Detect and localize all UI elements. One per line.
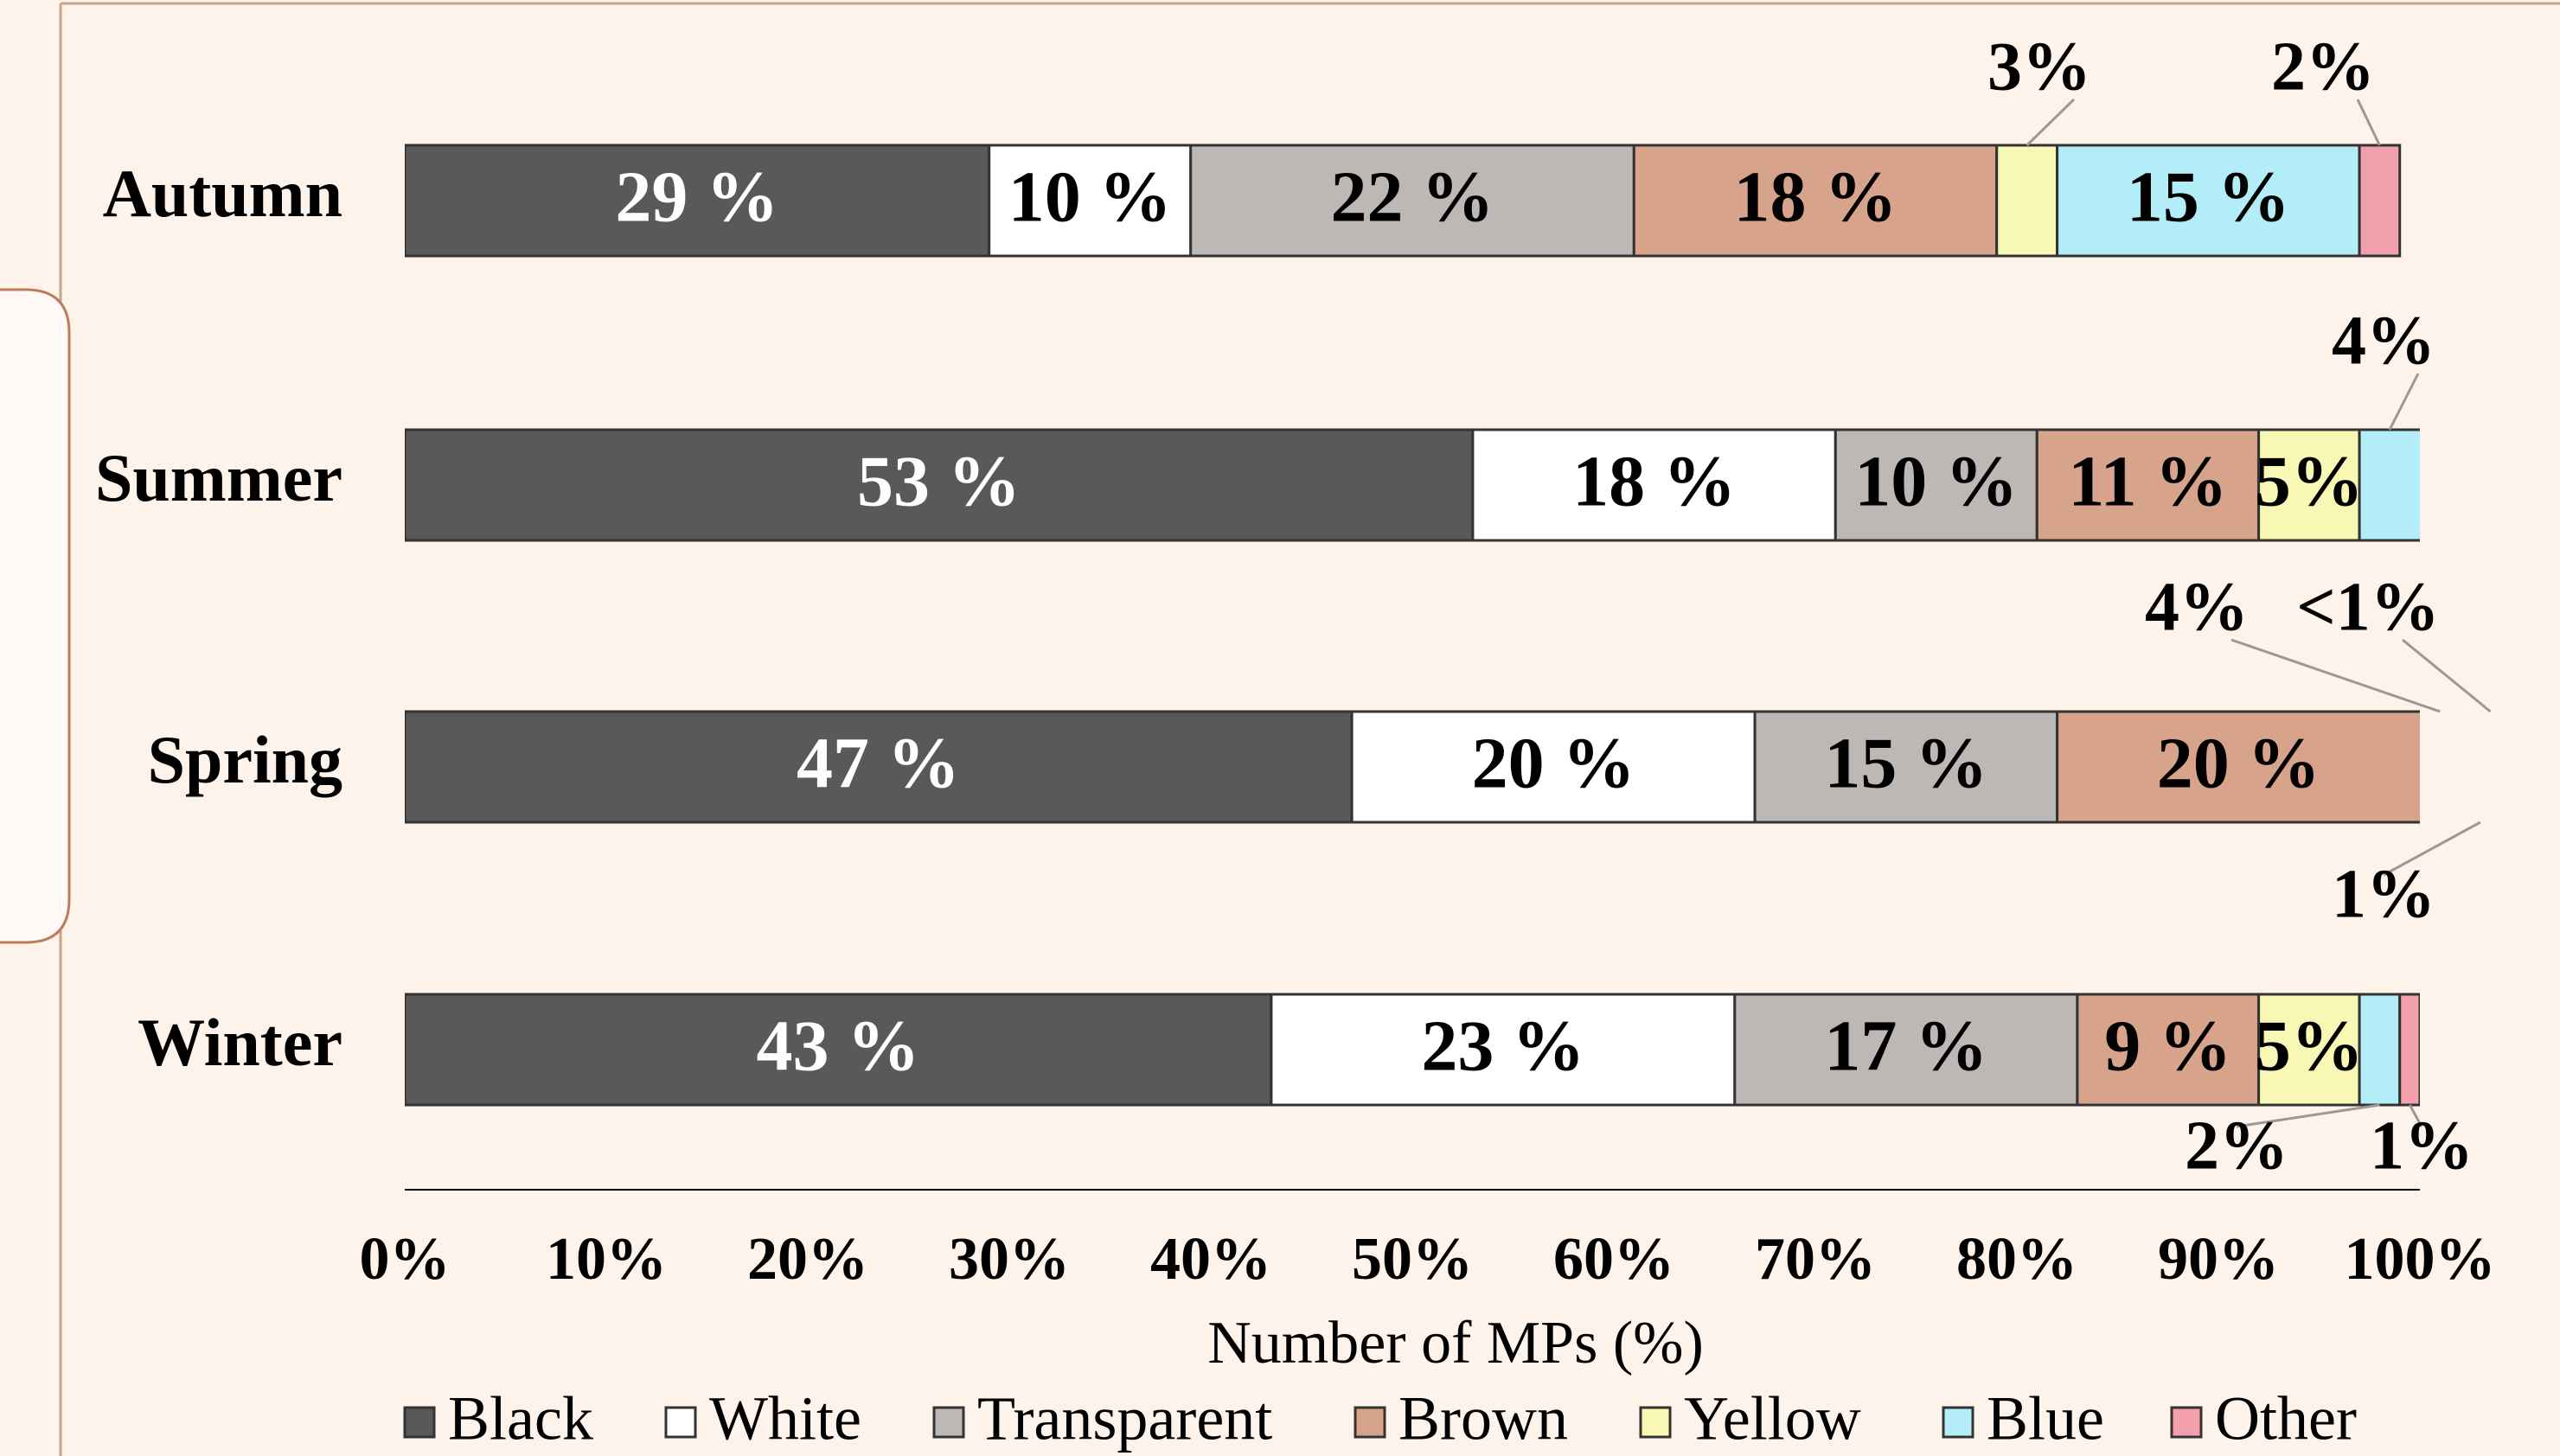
data-label: 17 % [1824, 1006, 1987, 1086]
bar-segment [1753, 710, 2059, 824]
data-label: 9 % [2104, 1006, 2231, 1086]
legend-swatch [1942, 1406, 1974, 1439]
category-label: Winter [138, 1005, 342, 1080]
leader-line [2383, 821, 2481, 877]
bars [405, 144, 2420, 1107]
x-tick-label: 80% [1956, 1226, 2077, 1293]
data-label: 1% [2370, 1108, 2474, 1184]
bar-segment [2056, 144, 2361, 258]
side-tab [0, 288, 71, 944]
data-label: 5% [2255, 441, 2364, 521]
data-label: 2% [2185, 1108, 2288, 1184]
legend-swatch [2170, 1406, 2203, 1439]
legend-label: Brown [1398, 1384, 1568, 1453]
leader-line [2236, 1103, 2380, 1128]
category-label: Summer [95, 440, 342, 515]
bar-segment [2076, 993, 2261, 1107]
data-label: <1% [2296, 569, 2440, 645]
legend-label: Blue [1987, 1384, 2104, 1453]
data-label: 1% [2332, 856, 2435, 932]
legend-label: Yellow [1684, 1384, 1861, 1453]
data-label: 10 % [1854, 441, 2018, 521]
x-tick-label: 60% [1553, 1226, 1674, 1293]
data-label: 47 % [797, 723, 960, 803]
bar-segment [405, 144, 991, 258]
legend-swatch [403, 1406, 436, 1439]
bar-segment [405, 993, 1273, 1107]
data-label: 53 % [857, 441, 1021, 521]
legend-swatch [1354, 1406, 1386, 1439]
data-label: 4% [2332, 303, 2435, 379]
leader-line [2230, 638, 2441, 713]
data-label: 11 % [2068, 441, 2227, 521]
x-tick-label: 90% [2158, 1226, 2279, 1293]
data-label: 3% [1987, 29, 2091, 105]
data-label: 4% [2145, 569, 2249, 645]
legend-swatch [664, 1406, 697, 1439]
x-tick-label: 10% [546, 1226, 667, 1293]
bar-segment [1632, 144, 1999, 258]
data-label: 23 % [1421, 1006, 1584, 1086]
bar-segment [2257, 428, 2361, 542]
bar-segment [2398, 993, 2420, 1107]
legend-swatch [932, 1406, 965, 1439]
data-label: 5% [2255, 1006, 2364, 1086]
bar-segment [1733, 993, 2079, 1107]
x-tick-label: 40% [1150, 1226, 1271, 1293]
data-label: 10 % [1008, 156, 1172, 237]
x-tick-label: 70% [1755, 1226, 1876, 1293]
leader-line [2402, 638, 2492, 713]
leader-line [2409, 1104, 2423, 1127]
legend-label: White [709, 1384, 861, 1453]
bar-segment [2358, 993, 2402, 1107]
bar-segment [405, 710, 1354, 824]
bar-segment [1350, 710, 1757, 824]
data-label: 15 % [1824, 723, 1987, 803]
leader-line [2388, 373, 2420, 431]
data-label: 20 % [1472, 723, 1635, 803]
bar-segment [2056, 710, 2420, 824]
x-tick-label: 30% [949, 1226, 1070, 1293]
bar-segment [2035, 428, 2261, 542]
x-tick-label: 50% [1352, 1226, 1473, 1293]
x-axis-label: Number of MPs (%) [1207, 1310, 1704, 1376]
data-label: 15 % [2127, 156, 2290, 237]
legend-swatch [1639, 1406, 1672, 1439]
x-tick-label: 0% [360, 1226, 451, 1293]
bar-segment [1189, 144, 1635, 258]
bar-segment [1270, 993, 1737, 1107]
leader-line [2026, 98, 2076, 147]
bar-segment [2358, 428, 2420, 542]
bar-segment [1995, 144, 2059, 258]
data-label: 20 % [2157, 723, 2320, 803]
bar-segment [1471, 428, 1837, 542]
category-label: Autumn [103, 156, 342, 231]
legend-label: Transparent [977, 1384, 1272, 1453]
bar-segment [2257, 993, 2361, 1107]
data-label: 43 % [756, 1006, 919, 1086]
data-label: 29 % [615, 156, 778, 237]
data-label: 18 % [1572, 441, 1736, 521]
category-label: Spring [148, 722, 342, 797]
legend-label: Other [2215, 1384, 2357, 1453]
leader-line [2356, 99, 2381, 146]
data-label: 22 % [1331, 156, 1494, 237]
bar-segment [405, 428, 1475, 542]
bar-segment [2358, 144, 2402, 258]
x-tick-label: 20% [747, 1226, 868, 1293]
data-label: 2% [2271, 29, 2375, 105]
legend-label: Black [448, 1384, 593, 1453]
data-label: 18 % [1734, 156, 1898, 237]
x-tick-label: 100% [2345, 1226, 2496, 1293]
